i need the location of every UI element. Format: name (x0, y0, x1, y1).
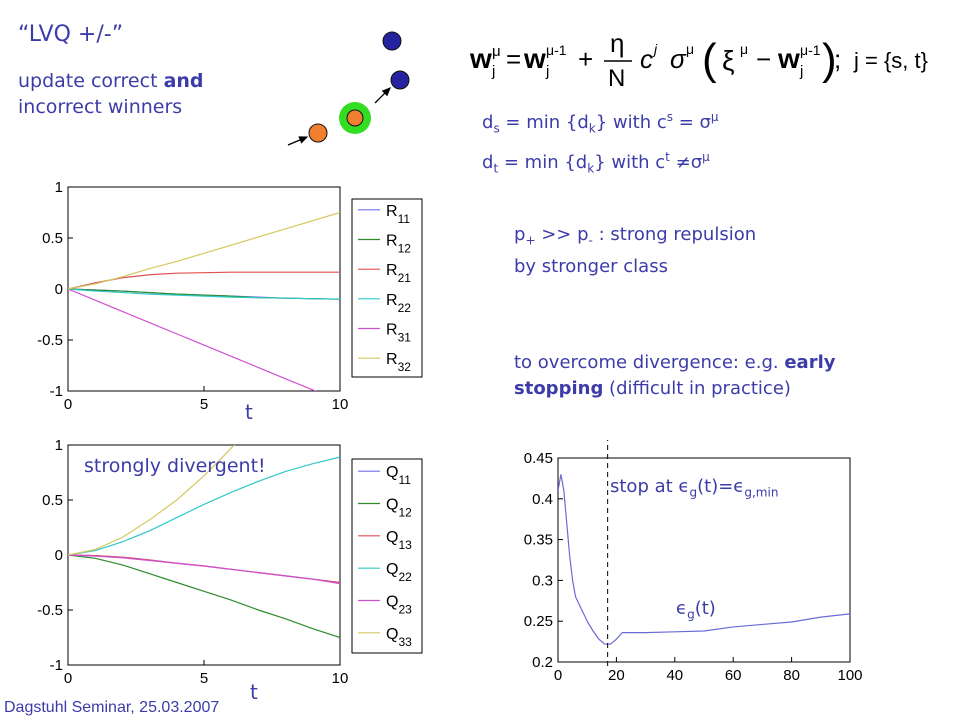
series-line-R22 (68, 288, 340, 300)
series-line-Q23 (68, 554, 340, 585)
y-tick-label: -0.5 (37, 602, 63, 619)
legend-box (351, 198, 423, 378)
legend-box (351, 458, 423, 654)
divergence-text: to overcome divergence: e.g. early stopp… (514, 352, 836, 399)
y-tick-label: 0.2 (532, 654, 553, 671)
chart-generalization-error: 0 20 40 60 80 100 0.45 0.4 0.35 0.3 0.25 0.2 (524, 440, 863, 684)
svg-text:(: ( (702, 35, 717, 84)
blue-prototype-winner (390, 70, 410, 90)
stop-label: stop at ϵg(t)=ϵg,min (610, 476, 779, 500)
formula-sigma: σ (670, 44, 687, 74)
plot-frame (67, 186, 341, 392)
y-tick-label: -1 (50, 383, 63, 400)
formula-sigma-mu: μ (686, 41, 694, 57)
x-tick-label: 0 (64, 670, 72, 685)
orange-prototype (308, 123, 328, 143)
svg-text:): ) (822, 35, 837, 84)
x-tick-label: 10 (332, 670, 349, 685)
x-tick-label: 10 (332, 396, 349, 413)
x-tick-label: 60 (725, 667, 742, 684)
y-tick-label: 0.25 (524, 613, 553, 630)
formula-j-prev2: j (799, 63, 803, 80)
y-tick-label: 0 (55, 547, 63, 564)
subtitle-text-a: update correct (18, 70, 164, 92)
subtitle: update correct and incorrect winners (18, 68, 204, 120)
formula-w-lhs: w (470, 43, 492, 74)
update-formula: w μ j = w μ-1 j + η N c j σ μ ( ξ μ − w … (470, 28, 928, 92)
y-tick-label: 0.35 (524, 532, 553, 549)
svg-text:−: − (756, 44, 771, 74)
arrow-to-orange (287, 136, 309, 146)
divergent-label: strongly divergent! (84, 455, 266, 477)
x-tick-label: 5 (200, 396, 208, 413)
y-tick-label: 0 (55, 281, 63, 298)
t-axis-label-bottom: t (250, 680, 258, 704)
arrow-to-blue (374, 87, 391, 104)
formula-c: c (640, 44, 653, 74)
formula-xi: ξ (722, 45, 735, 76)
plot-frame (67, 444, 341, 666)
x-tick-label: 0 (554, 667, 562, 684)
series-line-R31 (68, 288, 317, 391)
dt-definition: dt = min {dk} with ct ≠σμ (482, 150, 710, 176)
series-line-Q12 (68, 554, 340, 639)
svg-text:;: ; (834, 44, 841, 74)
ds-definition: ds = min {dk} with cs = σμ (482, 110, 719, 136)
y-tick-label: 1 (55, 179, 63, 196)
formula-mu-lhs: μ (492, 43, 501, 60)
y-tick-label: 0.5 (42, 230, 63, 247)
svg-text:+: + (578, 44, 593, 74)
prototype-diagram (287, 31, 410, 146)
repulsion-text: p+ >> p- : strong repulsion by stronger … (514, 224, 757, 277)
formula-mu1-prev: μ-1 (546, 42, 567, 58)
formula-jset: j = {s, t} (853, 48, 928, 73)
subtitle-text-b: incorrect winners (18, 96, 183, 118)
series-line-Q33 (68, 445, 235, 556)
y-tick-label: 1 (55, 437, 63, 454)
formula-w-prev2: w (777, 43, 800, 74)
formula-c-j: j (652, 41, 658, 57)
formula-j-prev: j (545, 63, 549, 80)
x-tick-label: 5 (200, 670, 208, 685)
plot-frame (557, 457, 851, 663)
y-tick-label: 0.5 (42, 492, 63, 509)
blue-prototype-top (382, 31, 402, 51)
formula-xi-mu: μ (740, 41, 748, 57)
x-tick-label: 0 (64, 396, 72, 413)
y-tick-label: -0.5 (37, 332, 63, 349)
series-line-Q22 (68, 456, 340, 556)
svg-text:=: = (506, 44, 521, 74)
footer: Dagstuhl Seminar, 25.03.2007 (4, 699, 220, 716)
x-tick-label: 100 (837, 667, 862, 684)
formula-j-lhs: j (491, 63, 495, 80)
orange-prototype-winner (346, 109, 364, 127)
t-axis-label-top: t (245, 400, 253, 424)
y-tick-label: 0.4 (532, 491, 553, 508)
x-tick-label: 40 (666, 667, 683, 684)
y-tick-label: 0.45 (524, 450, 553, 467)
y-tick-label: -1 (50, 657, 63, 674)
formula-w-prev: w (523, 43, 546, 74)
slide-title: “LVQ +/-” (18, 22, 124, 47)
x-tick-label: 20 (608, 667, 625, 684)
eg-label: ϵg(t) (676, 598, 716, 622)
x-tick-label: 80 (783, 667, 800, 684)
formula-eta: η (610, 28, 624, 58)
subtitle-bold-and: and (163, 70, 204, 92)
formula-N: N (608, 65, 625, 92)
formula-mu1-prev2: μ-1 (800, 42, 821, 58)
series-line-R32 (68, 211, 340, 290)
y-tick-label: 0.3 (532, 572, 553, 589)
